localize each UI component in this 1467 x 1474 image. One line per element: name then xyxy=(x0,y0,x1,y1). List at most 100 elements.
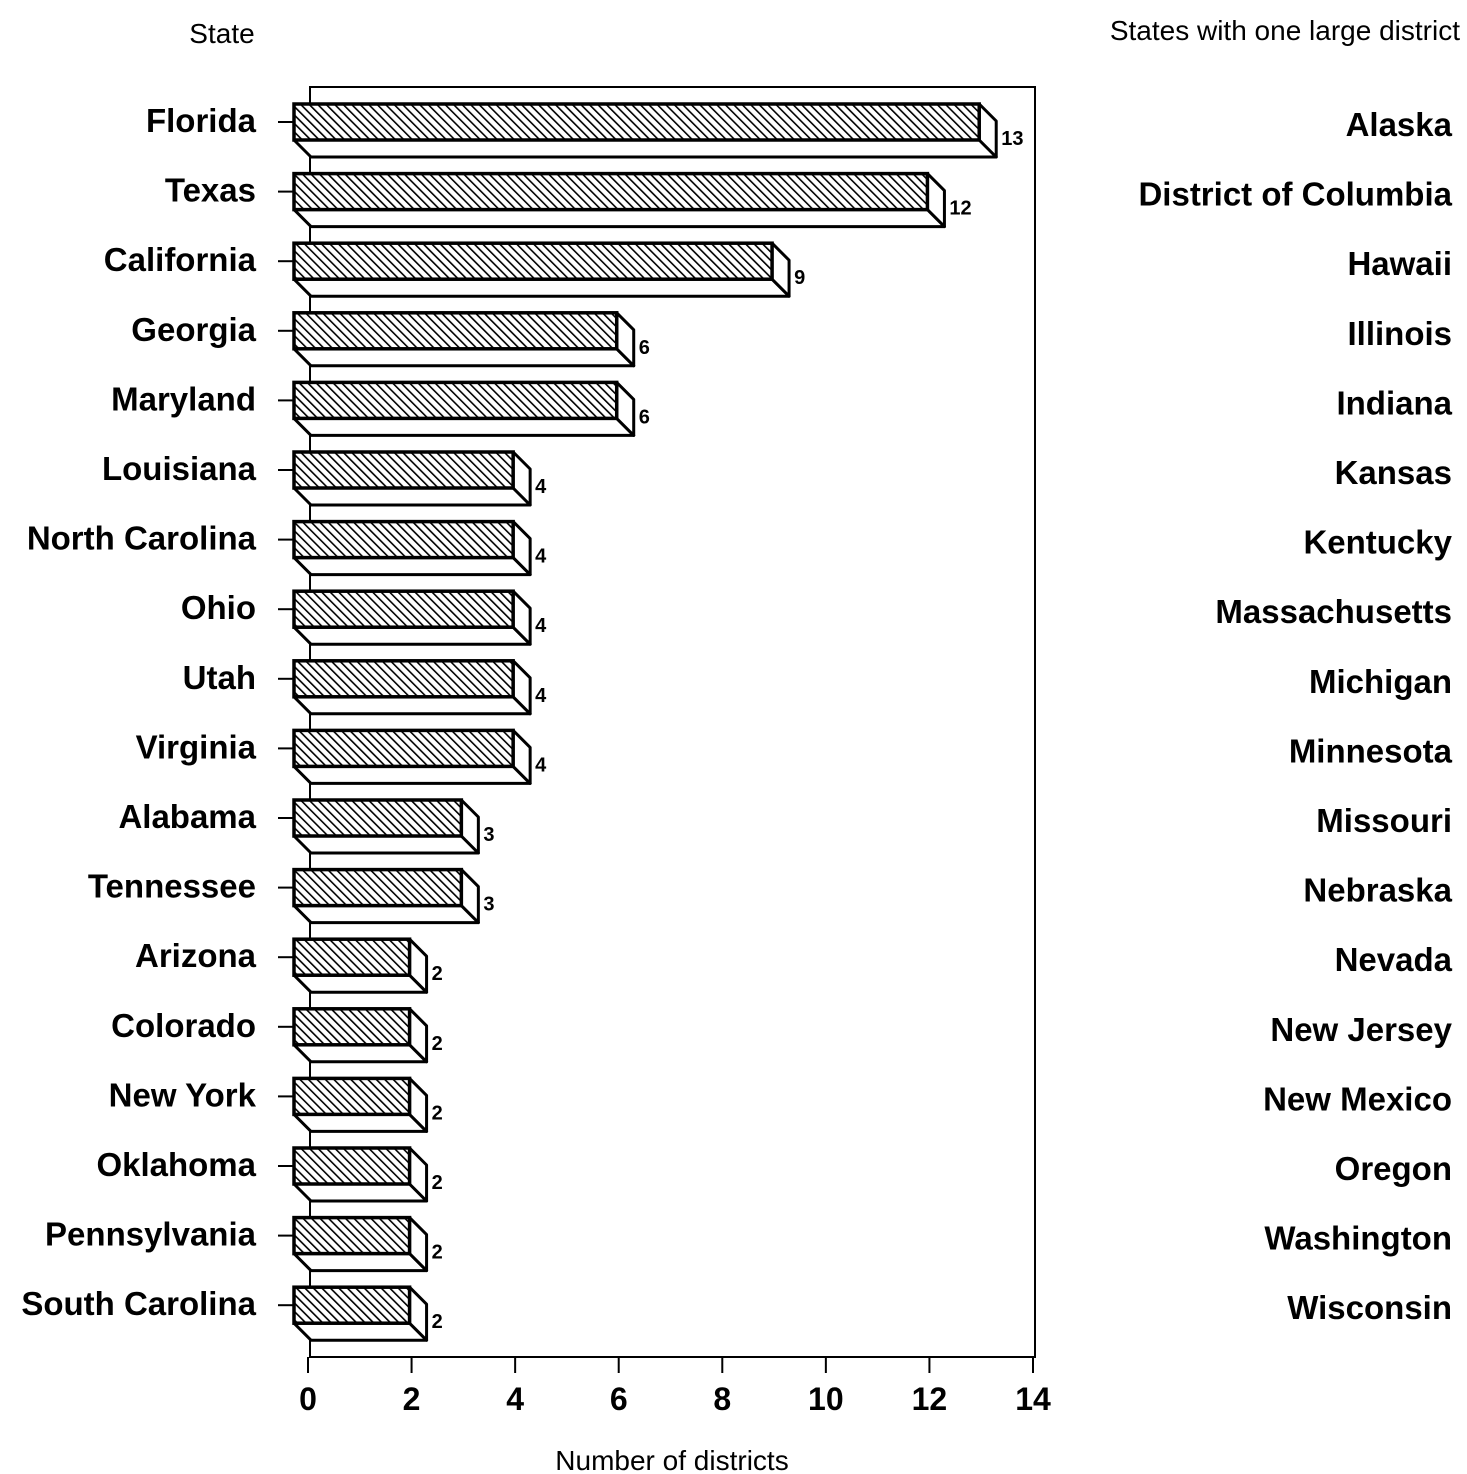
side-list-item: Nebraska xyxy=(1303,872,1452,909)
side-list-item: Illinois xyxy=(1347,315,1452,352)
data-label: 12 xyxy=(949,198,971,220)
category-label: Virginia xyxy=(136,728,257,765)
x-tick-label: 12 xyxy=(912,1381,948,1417)
bar-california: 9 xyxy=(278,241,805,298)
x-tick-label: 6 xyxy=(610,1381,628,1417)
data-label: 2 xyxy=(432,1311,443,1333)
bar-south-carolina: 2 xyxy=(278,1285,443,1342)
side-list-item: Missouri xyxy=(1316,802,1452,839)
side-list-title: States with one large district xyxy=(1110,15,1460,46)
bar-front-face xyxy=(292,519,515,560)
bar-bottom-face xyxy=(292,834,480,855)
category-label: Florida xyxy=(146,102,257,139)
bar-front-face xyxy=(292,380,619,421)
side-list-item: Michigan xyxy=(1309,663,1452,700)
data-label: 2 xyxy=(432,1102,443,1124)
bar-front-face xyxy=(292,1007,412,1047)
bar-utah: 4 xyxy=(278,659,547,716)
bar-front-face xyxy=(292,937,412,977)
category-label: Tennessee xyxy=(88,868,256,905)
data-label: 4 xyxy=(535,615,547,637)
bar-bottom-face xyxy=(292,556,532,577)
bar-louisiana: 4 xyxy=(278,450,547,507)
bar-front-face xyxy=(292,589,515,629)
bar-north-carolina: 4 xyxy=(278,519,547,577)
bar-bottom-face xyxy=(292,208,946,229)
side-list-item: Nevada xyxy=(1335,941,1453,978)
bar-front-face xyxy=(292,102,981,142)
bar-front-face xyxy=(292,171,930,212)
data-label: 2 xyxy=(432,963,443,985)
bar-front-face xyxy=(292,798,464,838)
bar-front-face xyxy=(292,311,619,351)
bar-front-face xyxy=(292,1285,412,1325)
category-label: New York xyxy=(109,1076,257,1113)
bars: 13 12 9 6 6 4 4 4 4 4 3 3 2 2 2 2 2 2 xyxy=(278,102,1023,1342)
x-axis-title: Number of districts xyxy=(555,1445,788,1474)
category-label: Georgia xyxy=(131,311,256,348)
category-label: Alabama xyxy=(118,798,256,835)
data-label: 13 xyxy=(1001,128,1023,150)
category-label: Ohio xyxy=(181,589,256,626)
category-labels: Florida Texas California Georgia Maryland Lou… xyxy=(21,102,256,1322)
bar-maryland: 6 xyxy=(278,380,650,437)
bar-bottom-face xyxy=(292,138,998,159)
x-tick-label: 2 xyxy=(403,1381,421,1417)
side-list-item: Washington xyxy=(1264,1220,1452,1257)
category-label: Colorado xyxy=(111,1007,256,1044)
bar-alabama: 3 xyxy=(278,798,494,855)
bar-front-face xyxy=(292,241,774,281)
side-list-item: District of Columbia xyxy=(1138,176,1452,213)
data-label: 2 xyxy=(432,1033,443,1055)
category-label: Arizona xyxy=(135,937,257,974)
data-label: 3 xyxy=(483,894,494,916)
side-list-item: Indiana xyxy=(1336,384,1452,421)
x-axis-ticks: 0 2 4 6 8 10 12 14 xyxy=(299,1357,1051,1417)
bar-front-face xyxy=(292,1215,412,1256)
bar-front-face xyxy=(292,1076,412,1117)
data-label: 4 xyxy=(535,476,547,498)
side-list-item: Kansas xyxy=(1335,454,1452,491)
data-label: 2 xyxy=(432,1172,443,1194)
category-label: Texas xyxy=(165,172,256,209)
side-list: Alaska District of Columbia Hawaii Illinois… xyxy=(1138,106,1452,1326)
side-list-item: Kentucky xyxy=(1303,524,1452,561)
bar-bottom-face xyxy=(292,1182,429,1203)
bar-bottom-face xyxy=(292,416,636,437)
bar-bottom-face xyxy=(292,1252,429,1273)
side-list-item: New Mexico xyxy=(1263,1080,1452,1117)
bar-front-face xyxy=(292,867,464,908)
bar-arizona: 2 xyxy=(278,937,443,994)
side-list-item: Massachusetts xyxy=(1215,593,1452,630)
category-label: South Carolina xyxy=(21,1285,256,1322)
bar-bottom-face xyxy=(292,625,532,646)
bar-bottom-face xyxy=(292,764,532,785)
bar-bottom-face xyxy=(292,1043,429,1064)
bar-bottom-face xyxy=(292,973,429,994)
side-list-item: Alaska xyxy=(1346,106,1453,143)
data-label: 2 xyxy=(432,1242,443,1264)
category-label: Pennsylvania xyxy=(45,1216,257,1253)
bar-bottom-face xyxy=(292,1112,429,1133)
bar-pennsylvania: 2 xyxy=(278,1215,443,1273)
x-tick-label: 8 xyxy=(713,1381,731,1417)
data-label: 4 xyxy=(535,685,547,707)
category-label: Maryland xyxy=(111,380,256,417)
bar-bottom-face xyxy=(292,486,532,507)
bar-colorado: 2 xyxy=(278,1007,443,1064)
bar-georgia: 6 xyxy=(278,311,650,368)
x-tick-label: 0 xyxy=(299,1381,317,1417)
bar-tennessee: 3 xyxy=(278,867,494,925)
plot-frame xyxy=(309,86,1036,1358)
bar-front-face xyxy=(292,659,515,699)
bar-new-york: 2 xyxy=(278,1076,443,1133)
data-label: 3 xyxy=(483,824,494,846)
category-label: North Carolina xyxy=(27,520,257,557)
data-label: 4 xyxy=(535,754,547,776)
bar-bottom-face xyxy=(292,277,791,298)
side-list-item: New Jersey xyxy=(1270,1011,1452,1048)
bar-front-face xyxy=(292,728,515,769)
bar-front-face xyxy=(292,450,515,490)
x-tick-label: 14 xyxy=(1015,1381,1051,1417)
